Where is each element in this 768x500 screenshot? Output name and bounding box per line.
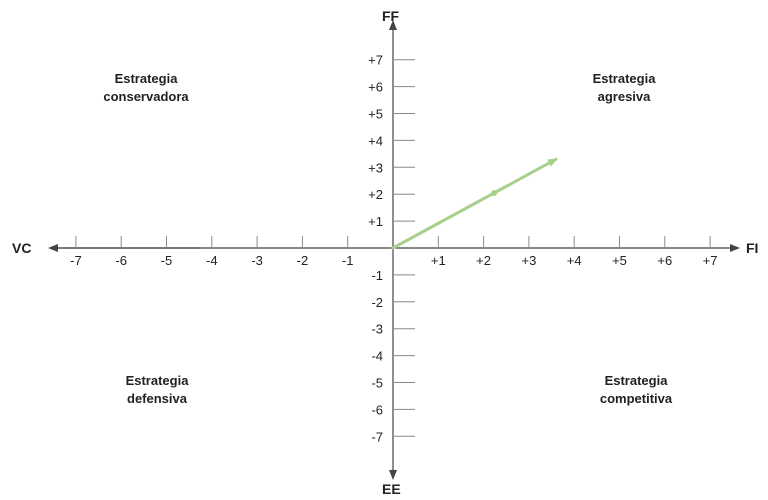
y-tick-label: +6 xyxy=(368,80,383,95)
y-tick-label: -2 xyxy=(371,295,383,310)
fi-axis-label: FI xyxy=(746,240,759,256)
quadrant-conservative-line2: conservadora xyxy=(103,89,189,104)
y-tick-label: +7 xyxy=(368,53,383,68)
y-tick-label: -7 xyxy=(371,429,383,444)
y-tick-label: -3 xyxy=(371,322,383,337)
quadrant-defensive: Estrategia defensiva xyxy=(72,372,242,408)
quadrant-defensive-line1: Estrategia xyxy=(125,373,189,388)
y-tick-label: +1 xyxy=(368,214,383,229)
x-tick-label: +1 xyxy=(431,253,446,268)
x-tick-label: +3 xyxy=(521,253,536,268)
vc-axis-label: VC xyxy=(12,240,32,256)
strategy-vector xyxy=(391,157,558,250)
quadrant-conservative-line1: Estrategia xyxy=(114,71,178,86)
y-tick-label: +5 xyxy=(368,107,383,122)
x-tick-label: -6 xyxy=(115,253,127,268)
strategy-vector-midpoint xyxy=(491,189,498,196)
quadrant-aggressive: Estrategia agresiva xyxy=(539,70,709,106)
x-tick-label: +2 xyxy=(476,253,491,268)
x-tick-label: +7 xyxy=(703,253,718,268)
tick-group: -7 -6 -5 -4 -3 -2 -1 +1 +2 +3 +4 +5 +6 +7 +7 +6 +5 +4 +3 +2… xyxy=(70,53,717,445)
ff-axis-label: FF xyxy=(382,8,400,24)
x-tick-label: +5 xyxy=(612,253,627,268)
quadrant-aggressive-line1: Estrategia xyxy=(592,71,656,86)
quadrant-defensive-line2: defensiva xyxy=(127,391,187,406)
quadrant-competitive-line1: Estrategia xyxy=(604,373,668,388)
quadrant-competitive-line2: competitiva xyxy=(599,391,673,406)
quadrant-conservative: Estrategia conservadora xyxy=(61,70,231,106)
y-tick-label: +3 xyxy=(368,160,383,175)
y-tick-label: +4 xyxy=(368,133,383,148)
x-tick-label: +4 xyxy=(567,253,582,268)
ee-axis-label: EE xyxy=(382,481,401,497)
y-tick-label: -5 xyxy=(371,376,383,391)
x-tick-label: -1 xyxy=(342,253,354,268)
x-tick-label: -3 xyxy=(251,253,263,268)
y-tick-label: -1 xyxy=(371,268,383,283)
quadrant-aggressive-line2: agresiva xyxy=(597,89,651,104)
x-tick-label: -7 xyxy=(70,253,82,268)
y-tick-label: -4 xyxy=(371,349,383,364)
x-tick-label: -4 xyxy=(206,253,218,268)
x-tick-label: -2 xyxy=(297,253,309,268)
y-tick-label: -6 xyxy=(371,402,383,417)
x-tick-label: +6 xyxy=(657,253,672,268)
quadrant-competitive: Estrategia competitiva xyxy=(551,372,721,408)
x-tick-label: -5 xyxy=(161,253,173,268)
y-tick-label: +2 xyxy=(368,187,383,202)
